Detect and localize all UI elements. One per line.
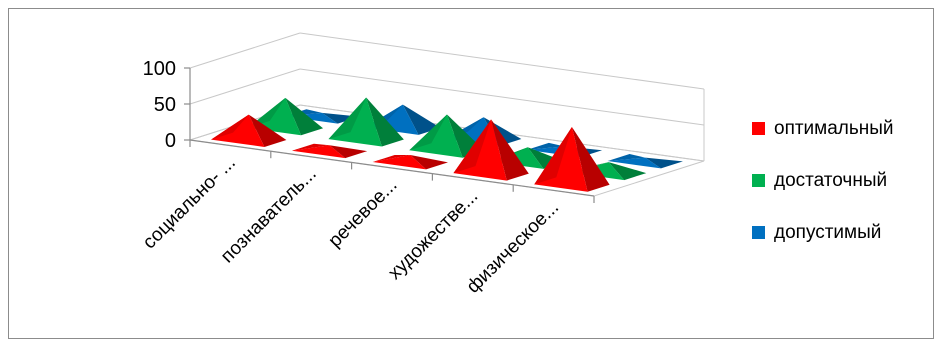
legend-label: оптимальный	[774, 118, 894, 139]
legend-swatch	[752, 174, 765, 187]
pyramid-front-face	[607, 157, 661, 169]
value-tick-label: 100	[143, 58, 176, 80]
pyramid-left-face	[409, 114, 447, 151]
pyramid-side-face	[248, 114, 287, 147]
category-label: речевое...	[325, 175, 402, 252]
back-gridline	[299, 68, 705, 126]
pyramid-side-face	[571, 126, 610, 192]
pyramid-front-face	[211, 114, 265, 147]
pyramid-side-face	[366, 97, 404, 147]
pyramid-marks	[211, 97, 683, 192]
category-label: художестве...	[384, 186, 482, 284]
legend-swatch	[752, 226, 765, 239]
category-label: познаватель...	[217, 163, 321, 267]
pyramid-left-face	[211, 114, 249, 140]
pyramid-side-face	[491, 119, 529, 181]
pyramid-side-face	[608, 162, 647, 181]
legend-label: достаточный	[774, 170, 887, 191]
pyramid-left-face	[247, 97, 286, 128]
pyramid-side-face	[410, 154, 448, 170]
pyramid-side-face	[329, 145, 368, 159]
pyramid-front-face	[409, 114, 463, 158]
pyramid-1-1	[328, 97, 404, 147]
pyramid-left-face	[446, 117, 484, 139]
pyramid-2-4	[607, 154, 683, 169]
legend-label: допустимый	[774, 222, 881, 243]
pyramid-side-face	[285, 97, 324, 136]
pyramid-0-3	[453, 119, 529, 181]
pyramid-0-2	[372, 154, 448, 170]
pyramid-left-face	[365, 104, 403, 128]
pyramid-0-1	[291, 143, 368, 159]
pyramid-left-face	[534, 126, 572, 185]
pyramid-side-face	[322, 112, 360, 124]
side-gridline	[189, 32, 301, 69]
pyramid-left-face	[607, 154, 646, 162]
pyramid-side-face	[645, 157, 683, 169]
value-tick-label: 50	[154, 94, 176, 116]
pyramid-front-face	[372, 154, 426, 170]
category-axis-line	[189, 139, 595, 197]
pyramid-left-face	[328, 97, 367, 140]
legend: оптимальный достаточный допустимый	[752, 118, 894, 243]
category-label: физическое...	[463, 197, 563, 297]
pyramid-left-face	[291, 143, 330, 151]
value-axis: 0 50 100	[143, 58, 191, 152]
back-gridline	[299, 32, 705, 90]
pyramid-left-face	[372, 154, 411, 162]
pyramid-0-0	[211, 114, 287, 147]
pyramid-left-face	[453, 119, 492, 174]
value-tick-label: 0	[165, 130, 176, 152]
pyramid-0-4	[534, 126, 610, 192]
pyramid-front-face	[291, 145, 346, 159]
category-label: социально- ...	[139, 152, 240, 253]
legend-swatch	[752, 122, 765, 135]
side-gridline	[189, 68, 301, 105]
pyramid-side-face	[402, 104, 441, 135]
pyramid-left-face	[526, 142, 565, 150]
